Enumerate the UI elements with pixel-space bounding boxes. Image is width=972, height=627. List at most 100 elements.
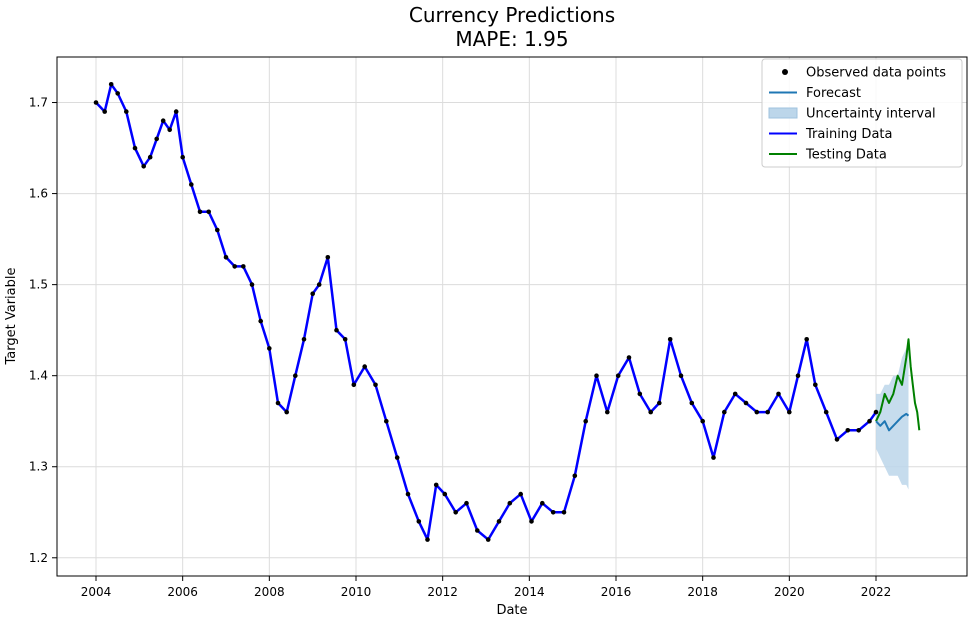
observed-data-point: [301, 337, 307, 342]
observed-data-point: [132, 145, 138, 151]
legend-item: Testing Data: [769, 148, 887, 163]
x-tick-label: 2010: [341, 585, 372, 599]
legend-label: Observed data points: [806, 66, 946, 81]
x-axis-label: Date: [496, 603, 527, 618]
observed-data-point: [189, 182, 194, 187]
x-tick-label: 2004: [81, 585, 112, 599]
observed-data-point: [496, 519, 502, 524]
observed-data-point: [722, 409, 727, 415]
observed-data-point: [108, 82, 114, 87]
observed-data-point: [813, 382, 818, 388]
observed-data-point: [141, 164, 146, 169]
observed-data-point: [873, 409, 879, 415]
observed-data-point: [147, 154, 153, 160]
observed-data-point: [700, 418, 705, 424]
observed-data-point: [667, 337, 673, 342]
observed-data-point: [572, 473, 578, 479]
observed-data-point: [787, 409, 792, 415]
observed-data-point: [405, 491, 411, 497]
chart-title: Currency Predictions: [409, 3, 615, 27]
training-data-line: [95, 83, 878, 541]
observed-data-point: [856, 428, 861, 433]
legend-items: Observed data points Forecast Uncertainty …: [768, 66, 946, 163]
observed-data-point: [605, 409, 610, 415]
observed-data-point: [293, 373, 298, 379]
observed-data-point: [433, 482, 439, 488]
x-tick-label: 2014: [514, 585, 545, 599]
plot-frame: [56, 56, 968, 577]
legend-label: Training Data: [805, 127, 892, 142]
y-tick-label: 1.2: [29, 551, 48, 565]
x-tick-label: 2008: [254, 585, 285, 599]
observed-data-point: [626, 355, 632, 360]
testing-data-line: [875, 338, 921, 431]
observed-data-point: [351, 382, 357, 388]
legend-item: Uncertainty interval: [768, 107, 936, 122]
x-tick-label: 2022: [861, 585, 892, 599]
observed-data-point: [215, 227, 220, 233]
observed-data-point: [594, 373, 599, 379]
observed-data-point: [197, 209, 203, 215]
observed-data-point: [518, 491, 523, 497]
observed-data-point: [823, 409, 829, 415]
observed-data-point: [425, 537, 430, 542]
legend-label: Forecast: [806, 86, 861, 101]
uncertainty-interval-band: [876, 339, 909, 490]
x-tick-label: 2020: [774, 585, 805, 599]
observed-data-point: [834, 437, 840, 442]
observed-data-point: [583, 418, 588, 424]
y-tick-label: 1.3: [29, 460, 48, 474]
observed-data-point: [362, 364, 368, 369]
observed-data-point: [540, 500, 545, 506]
legend-dot-marker: [782, 69, 788, 75]
x-tick-label: 2016: [601, 585, 632, 599]
observed-data-point: [615, 373, 621, 379]
observed-data-point: [115, 91, 120, 96]
y-tick-label: 1.7: [29, 96, 48, 110]
legend-label: Testing Data: [805, 148, 887, 163]
x-tick-label: 2018: [687, 585, 718, 599]
observed-data-point: [232, 264, 237, 269]
y-tick-label: 1.4: [29, 369, 48, 383]
observed-data-point: [124, 109, 129, 114]
observed-data-point: [475, 528, 480, 533]
observed-data-point: [167, 127, 172, 133]
legend-box: [761, 58, 963, 168]
forecast-line: [875, 412, 910, 432]
observed-data-point: [689, 400, 695, 406]
y-axis-label: Target Variable: [4, 268, 19, 366]
observed-data-point: [765, 409, 770, 415]
observed-data-point: [561, 510, 567, 515]
observed-data-point: [102, 109, 107, 114]
observed-data-point: [732, 391, 738, 397]
observed-data-point: [173, 109, 179, 114]
legend-item: Observed data points: [782, 66, 946, 81]
uncertainty-band-layer: [876, 339, 909, 490]
observed-data-point: [795, 373, 801, 379]
observed-data-point: [804, 337, 809, 342]
observed-data-point: [373, 382, 378, 388]
observed-data-point: [845, 428, 851, 433]
observed-data-point: [241, 264, 246, 269]
observed-data-point: [316, 282, 322, 287]
y-axis: 1.2 1.3 1.4 1.5 1.6 1.7: [29, 96, 57, 565]
observed-data-point: [93, 100, 99, 105]
observed-data-point: [384, 418, 389, 424]
legend-label: Uncertainty interval: [806, 107, 936, 122]
observed-data-point: [258, 318, 264, 324]
legend-patch-marker: [768, 107, 798, 119]
observed-data-point: [160, 118, 166, 123]
observed-data-point: [334, 327, 339, 333]
observed-data-point: [754, 409, 760, 415]
observed-data-point: [267, 346, 272, 351]
observed-data-point: [637, 391, 643, 397]
x-tick-label: 2006: [167, 585, 198, 599]
x-tick-label: 2012: [427, 585, 458, 599]
observed-data-point: [743, 400, 749, 406]
legend-item: Forecast: [769, 86, 861, 101]
observed-data-point: [442, 491, 448, 497]
y-tick-label: 1.6: [29, 187, 48, 201]
observed-data-point: [342, 337, 348, 342]
